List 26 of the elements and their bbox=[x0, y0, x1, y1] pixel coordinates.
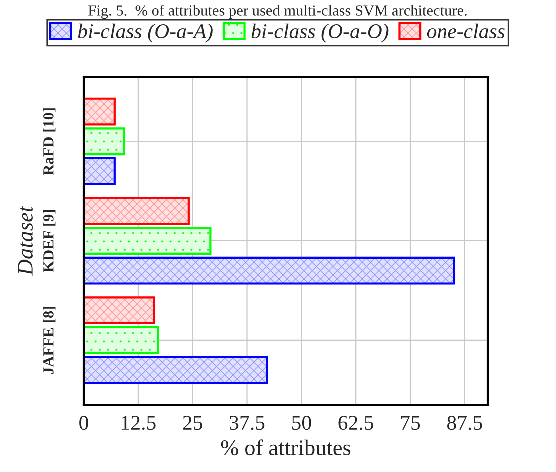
bar bbox=[84, 157, 116, 186]
x-tick-label: 75 bbox=[401, 416, 420, 430]
x-tick-label: 25 bbox=[183, 416, 202, 430]
x-tick-label: 12.5 bbox=[122, 416, 156, 430]
x-tick-label: 0 bbox=[80, 416, 88, 430]
y-tick-label: RaFD [10] bbox=[43, 108, 56, 176]
x-tick-label: 50 bbox=[292, 416, 312, 430]
bar bbox=[84, 256, 456, 285]
x-axis-title: % of attributes bbox=[221, 440, 351, 456]
legend-label: bi-class (O-a-O) bbox=[252, 24, 389, 43]
x-tick-label: 37.5 bbox=[230, 416, 265, 430]
legend-label: bi-class (O-a-A) bbox=[78, 24, 213, 43]
bar bbox=[84, 197, 190, 226]
legend-label: one-class bbox=[427, 24, 505, 39]
y-tick-label: KDEF [9] bbox=[43, 210, 56, 272]
y-tick-label: JAFFE [8] bbox=[43, 306, 56, 374]
bar bbox=[84, 326, 160, 354]
chart-title: Fig. 5. % of attributes per used multi-class SVM architecture. bbox=[88, 4, 467, 20]
x-tick-label: 87.5 bbox=[447, 416, 482, 430]
bar bbox=[84, 227, 212, 255]
y-axis-title: Dataset bbox=[18, 206, 34, 276]
bar bbox=[84, 128, 126, 156]
bar bbox=[84, 98, 116, 126]
x-tick-label: 62.5 bbox=[338, 416, 374, 430]
bar bbox=[84, 296, 156, 325]
bar bbox=[84, 356, 268, 384]
